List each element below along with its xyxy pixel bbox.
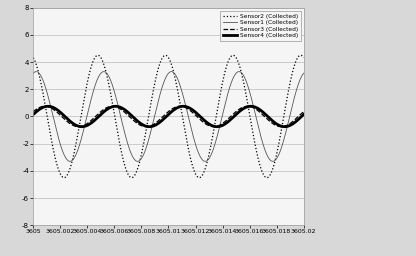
Sensor2 (Collected) xyxy=(296,55,301,58)
Sensor2 (Collected) xyxy=(62,176,67,179)
Sensor1 (Collected) xyxy=(62,153,67,156)
Sensor4 (Collected) xyxy=(215,125,220,128)
Sensor1 (Collected) xyxy=(78,141,83,144)
Sensor3 (Collected) xyxy=(62,117,67,120)
Sensor4 (Collected) xyxy=(267,116,272,120)
Sensor2 (Collected) xyxy=(267,174,272,177)
Sensor2 (Collected) xyxy=(230,54,235,57)
Sensor4 (Collected) xyxy=(181,105,186,108)
Line: Sensor1 (Collected): Sensor1 (Collected) xyxy=(33,72,304,161)
Sensor1 (Collected) xyxy=(267,158,272,161)
Sensor2 (Collected) xyxy=(197,176,202,179)
Sensor1 (Collected) xyxy=(101,70,106,73)
Sensor1 (Collected) xyxy=(134,160,139,163)
Line: Sensor4 (Collected): Sensor4 (Collected) xyxy=(33,106,304,127)
Sensor4 (Collected) xyxy=(62,114,67,117)
Sensor3 (Collected) xyxy=(296,115,301,118)
Sensor3 (Collected) xyxy=(301,110,306,113)
Sensor4 (Collected) xyxy=(78,125,83,128)
Line: Sensor3 (Collected): Sensor3 (Collected) xyxy=(33,106,304,127)
Sensor4 (Collected) xyxy=(146,125,151,128)
Sensor4 (Collected) xyxy=(296,118,301,121)
Legend: Sensor2 (Collected), Sensor1 (Collected), Sensor3 (Collected), Sensor4 (Collecte: Sensor2 (Collected), Sensor1 (Collected)… xyxy=(220,10,301,41)
Sensor3 (Collected) xyxy=(31,110,36,113)
Sensor2 (Collected) xyxy=(31,56,36,59)
Sensor4 (Collected) xyxy=(31,113,36,116)
Sensor1 (Collected) xyxy=(31,72,36,75)
Sensor3 (Collected) xyxy=(146,125,151,128)
Sensor3 (Collected) xyxy=(78,125,83,128)
Sensor4 (Collected) xyxy=(301,113,306,116)
Sensor3 (Collected) xyxy=(134,122,139,125)
Sensor3 (Collected) xyxy=(279,125,284,128)
Sensor2 (Collected) xyxy=(134,169,139,172)
Sensor4 (Collected) xyxy=(134,119,139,122)
Sensor1 (Collected) xyxy=(146,137,151,141)
Sensor3 (Collected) xyxy=(267,119,272,122)
Sensor2 (Collected) xyxy=(301,56,306,59)
Line: Sensor2 (Collected): Sensor2 (Collected) xyxy=(33,55,304,178)
Sensor1 (Collected) xyxy=(135,160,140,163)
Sensor1 (Collected) xyxy=(296,82,301,85)
Sensor1 (Collected) xyxy=(301,72,306,75)
Sensor2 (Collected) xyxy=(78,120,83,123)
Sensor2 (Collected) xyxy=(146,114,151,117)
Sensor3 (Collected) xyxy=(245,105,250,108)
